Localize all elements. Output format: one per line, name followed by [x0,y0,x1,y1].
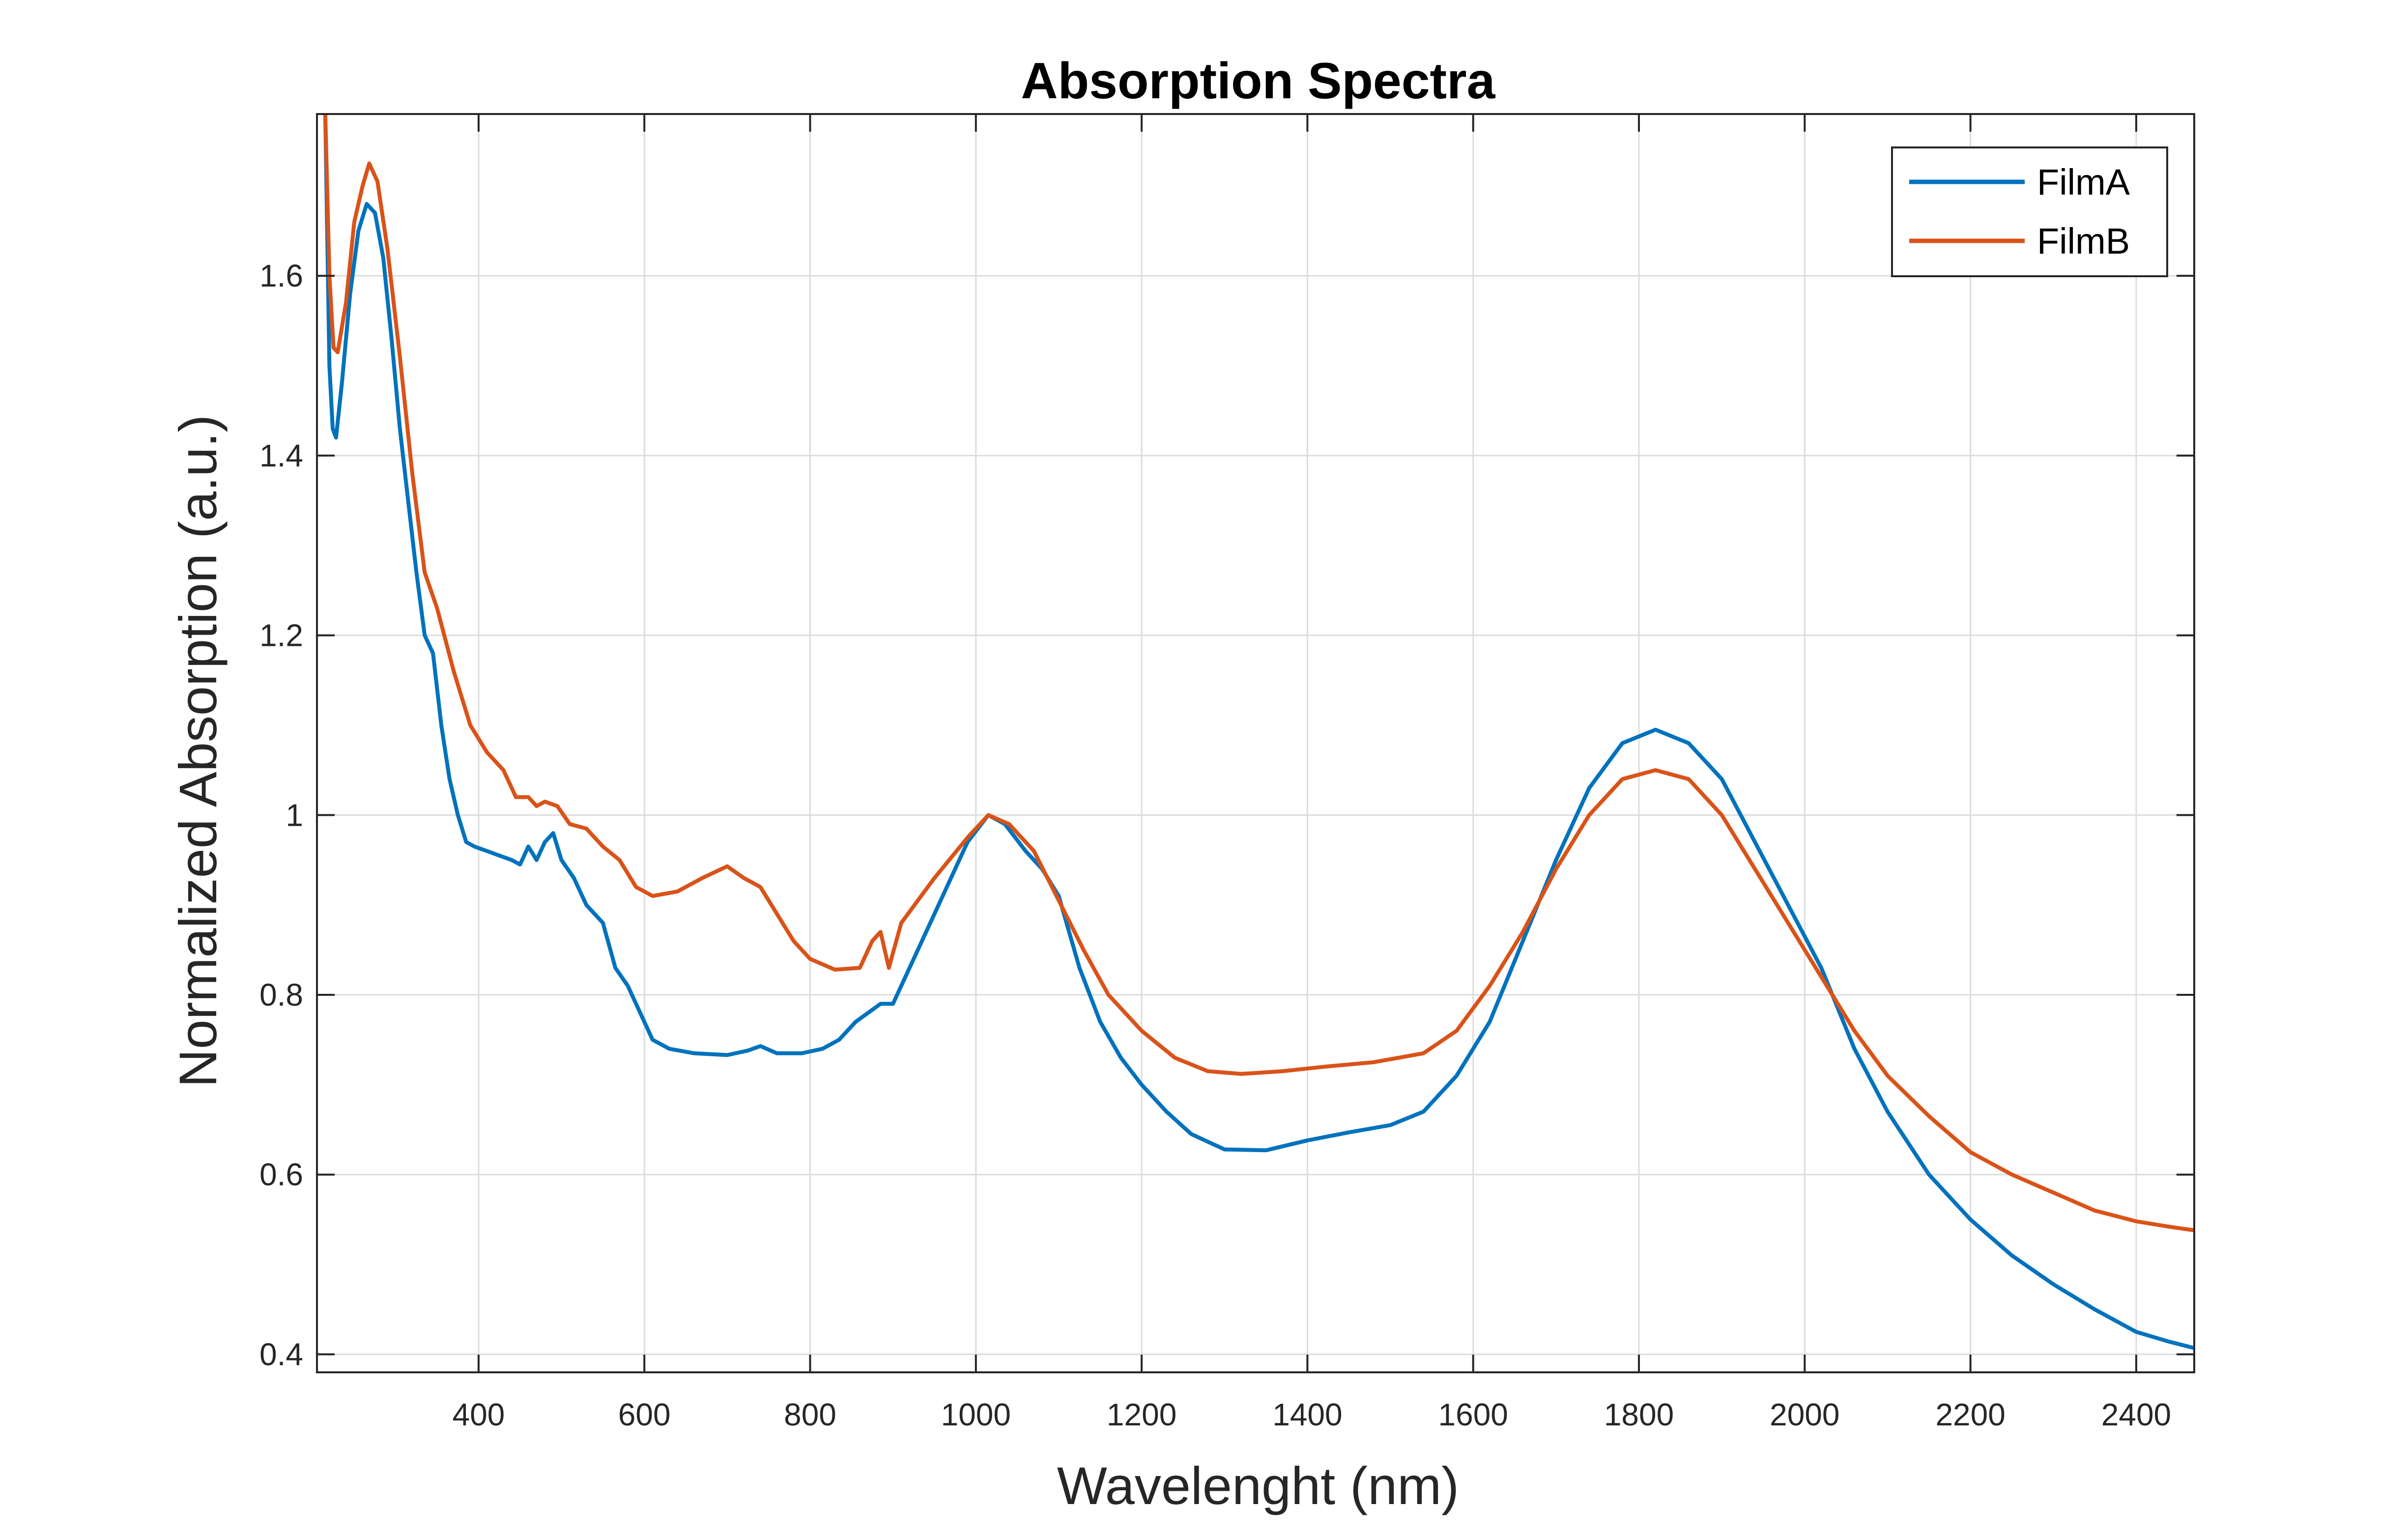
legend: FilmA FilmB [1891,146,2168,277]
x-tick-label: 800 [784,1397,836,1432]
y-tick-label: 1.6 [259,258,303,293]
tick-labels: 400 600 800 1000 1200 1400 1600 1800 2000 2200 240… [259,258,2171,1432]
x-tick-label: 1400 [1272,1397,1342,1432]
y-axis-title: Normalized Absorption (a.u.) [168,415,228,1088]
legend-label-filma: FilmA [2037,162,2130,203]
legend-label-filmb: FilmB [2037,221,2130,261]
x-tick-label: 2200 [1935,1397,2005,1432]
x-tick-label: 1000 [941,1397,1011,1432]
chart-title: Absorption Spectra [1021,53,1496,110]
y-tick-label: 0.8 [259,977,303,1013]
y-tick-label: 1.4 [259,438,303,473]
x-tick-label: 2400 [2101,1397,2171,1432]
y-tick-label: 0.6 [259,1157,303,1192]
x-tick-label: 600 [618,1397,671,1432]
x-tick-label: 400 [452,1397,505,1432]
axis-ticks [317,114,2194,1372]
plot-frame [316,113,2195,1373]
x-tick-label: 1800 [1604,1397,1674,1432]
grid-lines [317,114,2194,1372]
series-layer [323,114,2194,1350]
x-tick-label: 1200 [1107,1397,1176,1432]
x-tick-label: 1600 [1438,1397,1508,1432]
series-line-filmb [323,114,2194,1233]
series-line-filma [323,114,2194,1350]
y-tick-label: 0.4 [259,1336,303,1372]
x-axis-title: Wavelenght (nm) [1057,1456,1459,1515]
x-tick-label: 2000 [1770,1397,1839,1432]
y-tick-label: 1 [286,797,303,833]
y-tick-label: 1.2 [259,618,303,653]
legend-box [1891,146,2168,277]
